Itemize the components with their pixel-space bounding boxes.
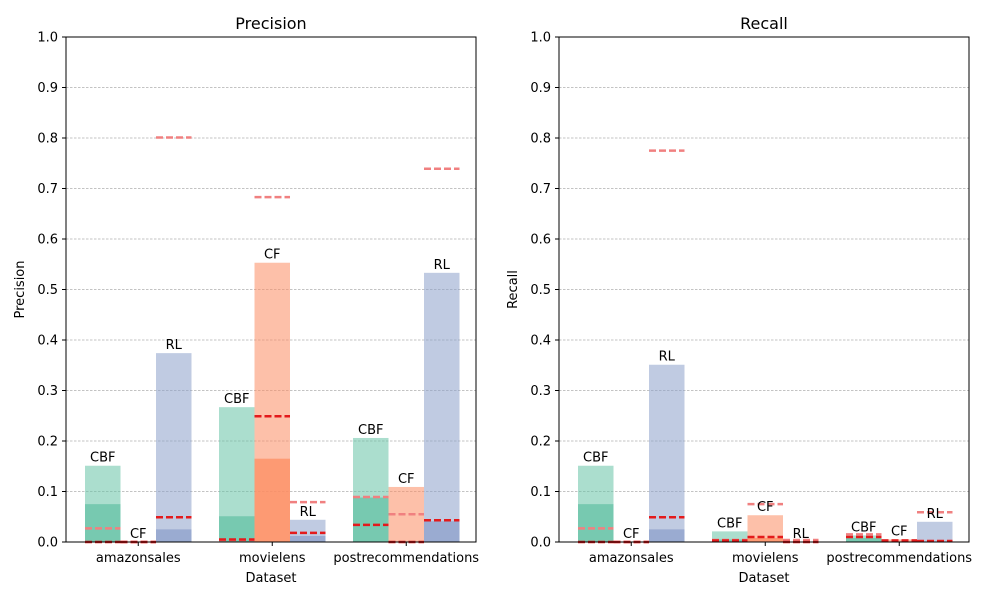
y-tick-label: 0.5 [530, 283, 551, 298]
y-tick-label: 0.4 [37, 334, 58, 349]
bar-inner-rl-amazonsales [156, 529, 192, 542]
y-tick-label: 0.3 [530, 384, 551, 399]
y-tick-label: 0.5 [37, 283, 58, 298]
bar-label: CBF [358, 423, 383, 438]
x-axis-label: Dataset [246, 571, 297, 586]
x-axis-label: Dataset [739, 571, 790, 586]
y-tick-label: 0.1 [37, 485, 58, 500]
y-tick-label: 0.6 [530, 233, 551, 248]
bar-label: CBF [851, 520, 876, 535]
x-tick-label: movielens [239, 551, 306, 566]
y-tick-label: 0.9 [530, 81, 551, 96]
y-tick-label: 0.1 [530, 485, 551, 500]
y-tick-label: 0.8 [530, 132, 551, 147]
x-tick-label: postrecommendations [826, 551, 972, 566]
y-tick-label: 0.2 [37, 435, 58, 450]
bar-cbf-movielens [712, 531, 748, 542]
bar-label: CF [130, 527, 147, 542]
y-tick-label: 0.0 [530, 536, 551, 551]
bar-label: RL [927, 507, 944, 522]
y-tick-label: 1.0 [530, 31, 551, 46]
chart-title: Recall [740, 14, 788, 33]
y-axis-label: Recall [506, 270, 521, 309]
bar-label: CBF [717, 516, 742, 531]
y-tick-label: 0.6 [37, 233, 58, 248]
bar-label: RL [434, 258, 451, 273]
panel-recall: CBF CBF CBF CF CF CF RL RL RL 0.0 0.1 0.2 0.3 0.4 0.5 0… [506, 14, 972, 586]
y-tick-label: 0.7 [37, 182, 58, 197]
bar-label: CF [623, 527, 640, 542]
bar-inner-cbf-movielens [219, 516, 255, 542]
x-tick-label: amazonsales [589, 551, 674, 566]
x-tick-label: amazonsales [96, 551, 181, 566]
bar-label: RL [793, 527, 810, 542]
bar-label: CBF [583, 451, 608, 466]
bar-inner-cf-movielens [747, 537, 783, 542]
bar-inner-cbf-movielens [712, 539, 748, 542]
bar-label: CBF [224, 392, 249, 407]
bar-rl-amazonsales [649, 364, 685, 542]
bar-inner-rl-movielens [290, 535, 326, 542]
bar-rl-postrecommendations [424, 272, 460, 542]
bar-inner-rl-amazonsales [649, 529, 685, 542]
bar-inner-cf-movielens [254, 458, 290, 542]
bar-rl-postrecommendations [917, 521, 953, 542]
chart-title: Precision [235, 14, 306, 33]
y-tick-label: 0.8 [37, 132, 58, 147]
bar-inner-cbf-postrecommendations [846, 537, 882, 542]
y-tick-label: 0.2 [530, 435, 551, 450]
bar-label: CF [757, 500, 774, 515]
y-tick-label: 1.0 [37, 31, 58, 46]
bar-label: RL [659, 350, 676, 365]
bar-label: RL [300, 505, 317, 520]
y-axis-label: Precision [13, 260, 28, 318]
bar-label: CF [891, 524, 908, 539]
y-tick-label: 0.7 [530, 182, 551, 197]
bar-inner-rl-postrecommendations [424, 521, 460, 542]
y-tick-label: 0.3 [37, 384, 58, 399]
bar-rl-amazonsales [156, 353, 192, 542]
panel-precision: CBF CBF CBF CF CF CF RL RL RL 0.0 0.1 0.2 0.3 0.4 0.5 0… [13, 14, 479, 586]
y-tick-label: 0.0 [37, 536, 58, 551]
y-tick-label: 0.9 [37, 81, 58, 96]
bar-cf-postrecommendations [881, 539, 917, 542]
bar-inner-cbf-postrecommendations [353, 497, 389, 542]
bar-inner-cbf-amazonsales [578, 504, 614, 542]
x-tick-label: movielens [732, 551, 799, 566]
bar-label: CBF [90, 451, 115, 466]
bar-inner-cbf-amazonsales [85, 504, 121, 542]
y-tick-label: 0.4 [530, 334, 551, 349]
bar-label: CF [398, 472, 415, 487]
bar-label: RL [166, 338, 183, 353]
bar-label: CF [264, 248, 281, 263]
x-tick-label: postrecommendations [333, 551, 479, 566]
